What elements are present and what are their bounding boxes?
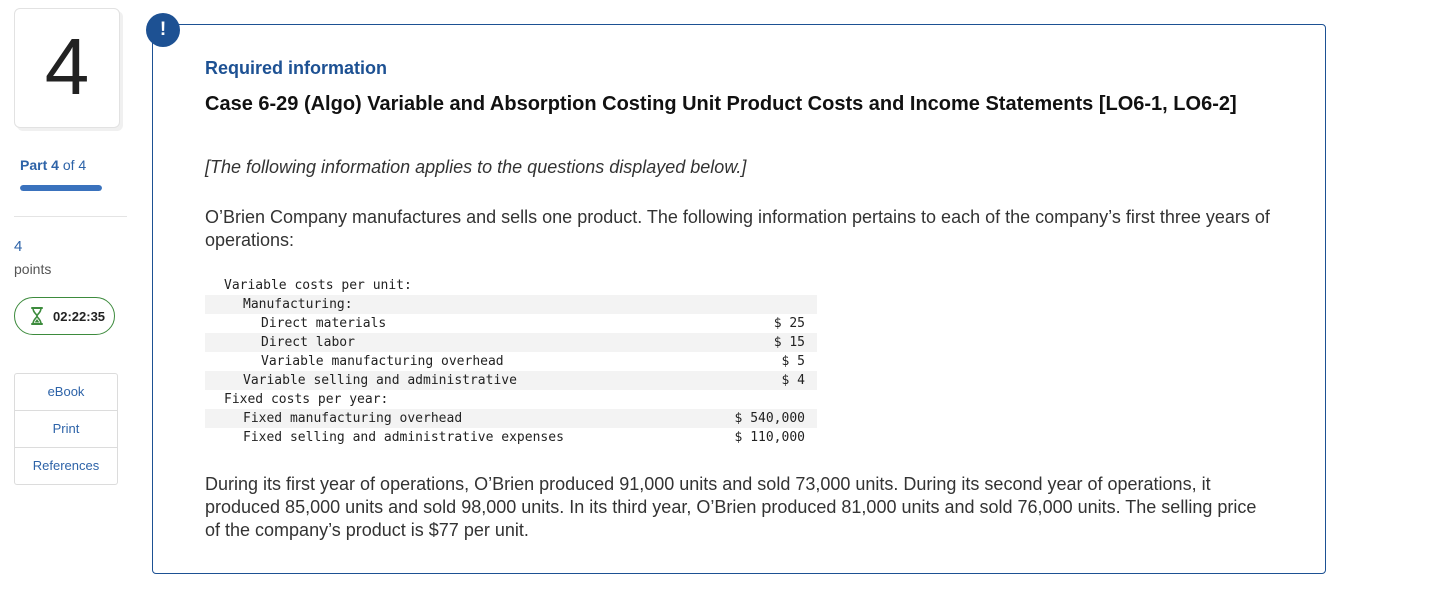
table-row-value: $ 4 bbox=[781, 373, 805, 388]
company-description: O’Brien Company manufactures and sells o… bbox=[205, 207, 1270, 250]
table-row-label: Fixed selling and administrative expense… bbox=[243, 430, 564, 445]
part-current: 4 bbox=[51, 157, 59, 173]
table-row: Fixed costs per year: bbox=[205, 390, 817, 409]
timer-text: 02:22:35 bbox=[53, 308, 106, 324]
points-value: 4 bbox=[14, 238, 23, 255]
question-number: 4 bbox=[44, 22, 90, 111]
table-row-label: Manufacturing: bbox=[243, 297, 353, 312]
table-row: Variable costs per unit: bbox=[205, 276, 817, 295]
production-details: During its first year of operations, O’B… bbox=[205, 474, 1257, 540]
table-row-label: Fixed costs per year: bbox=[224, 392, 389, 407]
part-word: Part bbox=[20, 157, 48, 173]
table-row-label: Variable selling and administrative bbox=[243, 373, 517, 388]
sidebar-divider bbox=[14, 216, 127, 217]
table-row: Direct materials $ 25 bbox=[205, 314, 817, 333]
table-row: Fixed manufacturing overhead $ 540,000 bbox=[205, 409, 817, 428]
table-row: Variable selling and administrative $ 4 bbox=[205, 371, 817, 390]
table-row: Direct labor $ 15 bbox=[205, 333, 817, 352]
part-progress-bar bbox=[20, 185, 102, 191]
part-indicator: Part 4 of 4 bbox=[20, 157, 86, 173]
table-row: Fixed selling and administrative expense… bbox=[205, 428, 817, 447]
table-row-label: Direct materials bbox=[261, 316, 387, 331]
required-info-heading: Required information bbox=[205, 58, 388, 78]
part-total: of 4 bbox=[62, 157, 87, 173]
cost-table: Variable costs per unit: Manufacturing: … bbox=[205, 276, 817, 447]
print-button[interactable]: Print bbox=[15, 411, 117, 448]
table-row-value: $ 25 bbox=[773, 316, 805, 331]
table-row-label: Fixed manufacturing overhead bbox=[243, 411, 463, 426]
table-row-value: $ 540,000 bbox=[734, 411, 805, 426]
alert-icon: ! bbox=[146, 13, 180, 47]
intro-text: [The following information applies to th… bbox=[205, 157, 747, 177]
tools-list: eBook Print References bbox=[14, 373, 118, 485]
part-progress-fill bbox=[20, 185, 102, 191]
ebook-button[interactable]: eBook bbox=[15, 374, 117, 411]
table-row-value: $ 5 bbox=[781, 354, 805, 369]
table-row-value: $ 110,000 bbox=[734, 430, 805, 445]
table-row-label: Variable costs per unit: bbox=[224, 278, 412, 293]
question-number-card: 4 bbox=[14, 8, 120, 128]
points-label: points bbox=[14, 261, 52, 277]
table-row-label: Variable manufacturing overhead bbox=[261, 354, 504, 369]
table-row: Variable manufacturing overhead $ 5 bbox=[205, 352, 817, 371]
table-row: Manufacturing: bbox=[205, 295, 817, 314]
table-row-value: $ 15 bbox=[773, 335, 805, 350]
case-title: Case 6-29 (Algo) Variable and Absorption… bbox=[205, 93, 1237, 115]
table-row-label: Direct labor bbox=[261, 335, 355, 350]
timer[interactable]: 02:22:35 bbox=[14, 297, 115, 335]
references-button[interactable]: References bbox=[32, 458, 100, 473]
hourglass-icon bbox=[31, 307, 43, 325]
